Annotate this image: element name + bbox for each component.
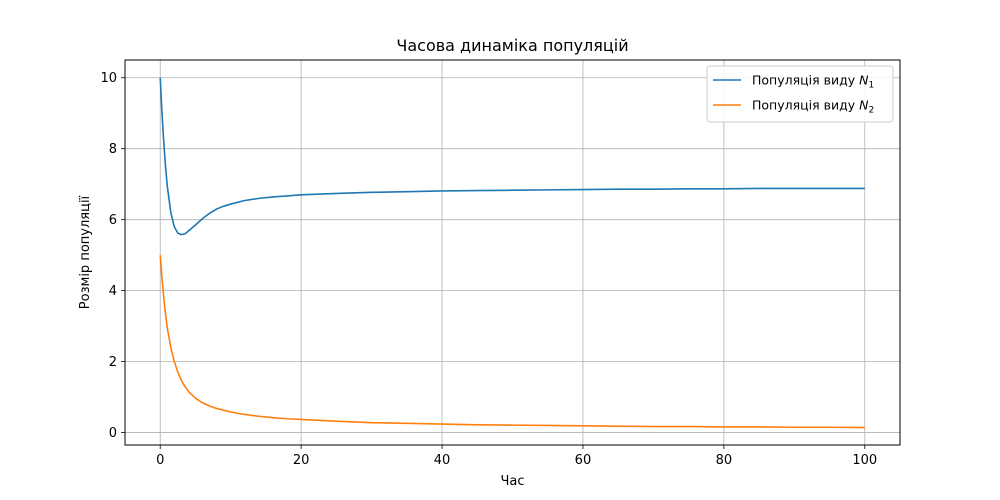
x-axis-label: Час <box>500 474 524 489</box>
series-line-2 <box>159 255 865 429</box>
y-tick-label: 4 <box>109 284 117 299</box>
legend-entry-text: Популяція виду <box>752 73 859 88</box>
legend-entry-variable: N <box>859 98 869 113</box>
y-tick-label: 10 <box>100 71 117 86</box>
x-tick-label: 60 <box>575 453 592 468</box>
legend-entry-subscript: 1 <box>868 81 874 91</box>
chart-title: Часова динаміка популяцій <box>396 36 628 55</box>
grid <box>125 60 900 445</box>
plot-frame <box>124 59 901 446</box>
legend-box <box>706 65 894 123</box>
y-axis-label: Розмір популяції <box>78 195 93 309</box>
y-tick-label: 8 <box>109 142 117 157</box>
series-layer <box>159 77 865 429</box>
legend-entry-text: Популяція виду <box>752 98 859 113</box>
y-tick-label: 2 <box>109 355 117 370</box>
x-tick-label: 40 <box>434 453 451 468</box>
legend-entry-2: Популяція виду N2 <box>752 98 874 116</box>
x-tick-label: 0 <box>156 453 164 468</box>
y-tick-label: 6 <box>109 213 117 228</box>
y-tick-label: 0 <box>109 426 117 441</box>
x-tick-label: 80 <box>716 453 733 468</box>
x-tick-label: 100 <box>852 453 877 468</box>
ticks: 0 20 40 60 80 100 0 2 4 6 8 10 <box>100 71 877 468</box>
legend-entry-1: Популяція виду N1 <box>752 73 874 91</box>
legend-entry-variable: N <box>859 73 869 88</box>
legend-entry-subscript: 2 <box>868 106 874 116</box>
series-line-1 <box>159 77 865 236</box>
x-tick-label: 20 <box>293 453 310 468</box>
